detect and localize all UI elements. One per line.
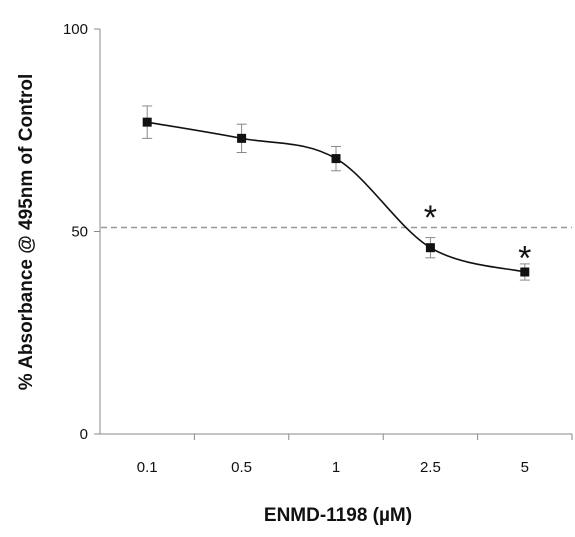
series-line (147, 121, 525, 273)
data-point-marker (237, 133, 247, 143)
annotations: ** (424, 199, 532, 278)
axes (94, 28, 573, 440)
x-tick-label: 0.5 (231, 459, 252, 476)
error-bars (142, 105, 530, 281)
significance-asterisk: * (518, 240, 531, 278)
x-tick-label: 5 (521, 459, 529, 476)
data-point-marker (425, 243, 435, 253)
y-tick-label: 0 (80, 426, 88, 443)
x-tick-label: 0.1 (137, 459, 158, 476)
y-axis-title: % Absorbance @ 495nm of Control (16, 74, 37, 391)
data-point-marker (331, 154, 341, 164)
data-point-marker (142, 117, 152, 127)
y-tick-label: 100 (63, 21, 88, 38)
x-tick-label: 2.5 (420, 459, 441, 476)
x-tick-label: 1 (332, 459, 340, 476)
significance-asterisk: * (424, 199, 437, 237)
data-point-marker (520, 267, 530, 277)
tick-labels: 0 50 100 0.1 0.5 1 2.5 5 (63, 21, 529, 476)
y-tick-label: 50 (71, 224, 88, 241)
x-axis-title: ENMD-1198 (µM) (264, 505, 412, 526)
series-group (142, 117, 530, 277)
